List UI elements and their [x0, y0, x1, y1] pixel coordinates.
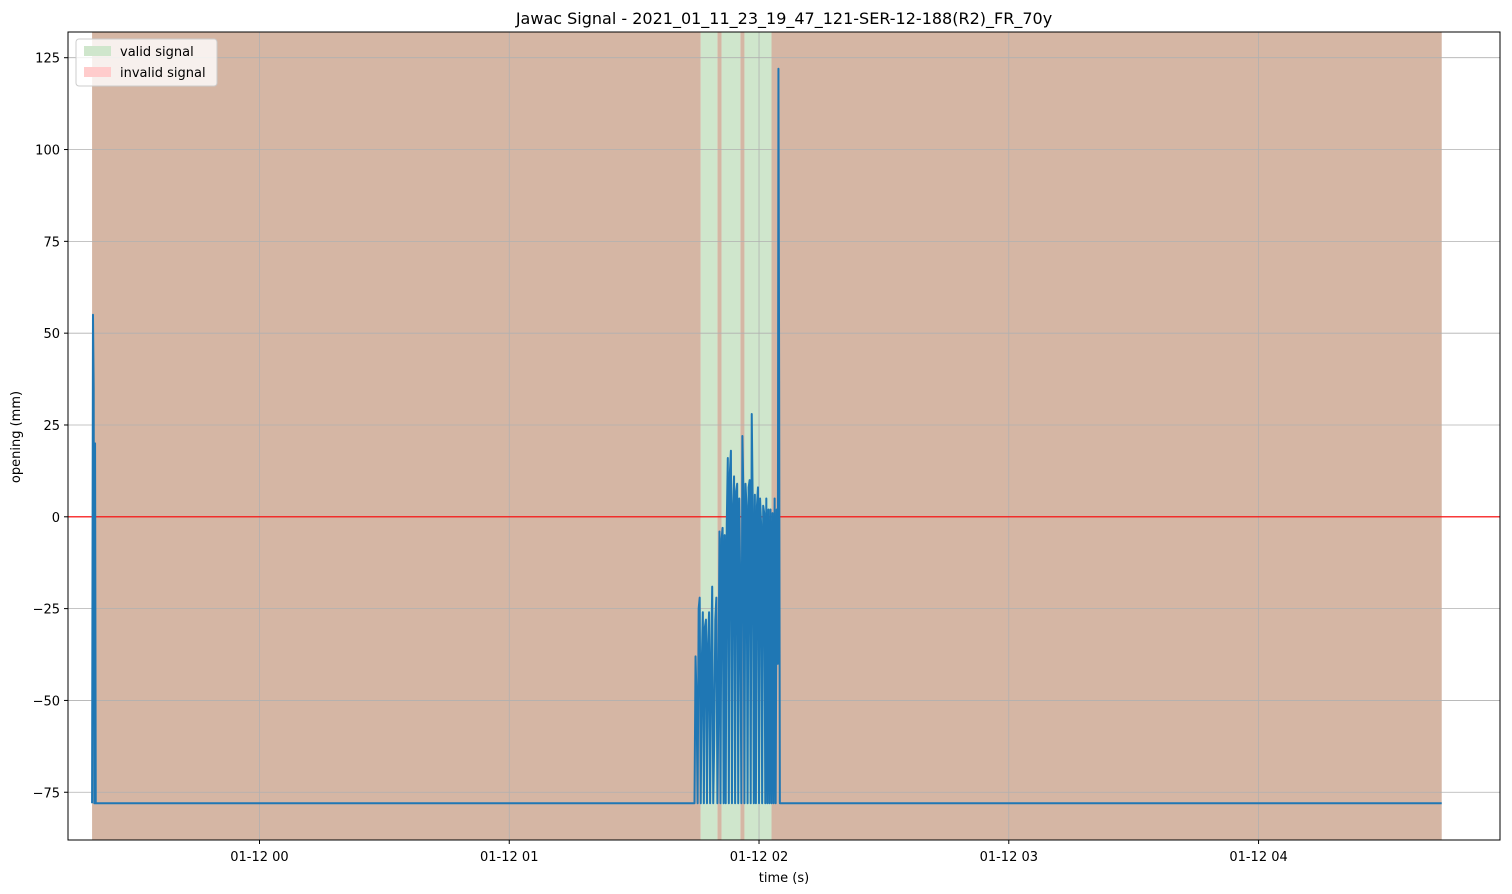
- y-tick-label-0: −75: [33, 786, 60, 801]
- invalid-region-0: [92, 32, 701, 840]
- y-axis: −75 −50 −25 0 25 50 75 100 125: [33, 52, 68, 801]
- x-axis-title: time (s): [759, 871, 809, 886]
- x-tick-label-4: 01-12 04: [1229, 850, 1287, 865]
- invalid-region-1: [717, 32, 722, 840]
- x-axis: 01-12 00 01-12 01 01-12 02 01-12 03 01-12 04: [230, 840, 1288, 865]
- signal-regions: [92, 32, 1442, 840]
- y-tick-label-1: −50: [33, 694, 60, 709]
- y-tick-label-5: 50: [43, 327, 60, 342]
- plot-frame: [67, 31, 1501, 841]
- x-tick-label-1: 01-12 01: [480, 850, 538, 865]
- x-tick-label-0: 01-12 00: [230, 850, 288, 865]
- legend-label-invalid: invalid signal: [120, 66, 206, 81]
- y-tick-label-2: −25: [33, 603, 60, 618]
- legend: valid signal invalid signal: [75, 38, 218, 87]
- y-tick-label-3: 0: [52, 511, 60, 526]
- invalid-region-3: [771, 32, 1442, 840]
- legend-swatch-invalid: [84, 67, 111, 77]
- y-tick-label-6: 75: [43, 235, 60, 250]
- legend-box: [75, 38, 218, 87]
- legend-swatch-valid: [84, 46, 111, 56]
- x-tick-label-3: 01-12 03: [980, 850, 1038, 865]
- series-layer: [91, 67, 1442, 805]
- chart-title: Jawac Signal - 2021_01_11_23_19_47_121-S…: [515, 9, 1052, 29]
- x-tick-label-2: 01-12 02: [730, 850, 788, 865]
- y-tick-label-8: 125: [35, 52, 60, 67]
- y-tick-label-4: 25: [43, 419, 60, 434]
- legend-label-valid: valid signal: [120, 45, 194, 60]
- series-line-0: [91, 67, 1442, 805]
- y-axis-title: opening (mm): [9, 391, 24, 483]
- y-tick-label-7: 100: [35, 144, 60, 159]
